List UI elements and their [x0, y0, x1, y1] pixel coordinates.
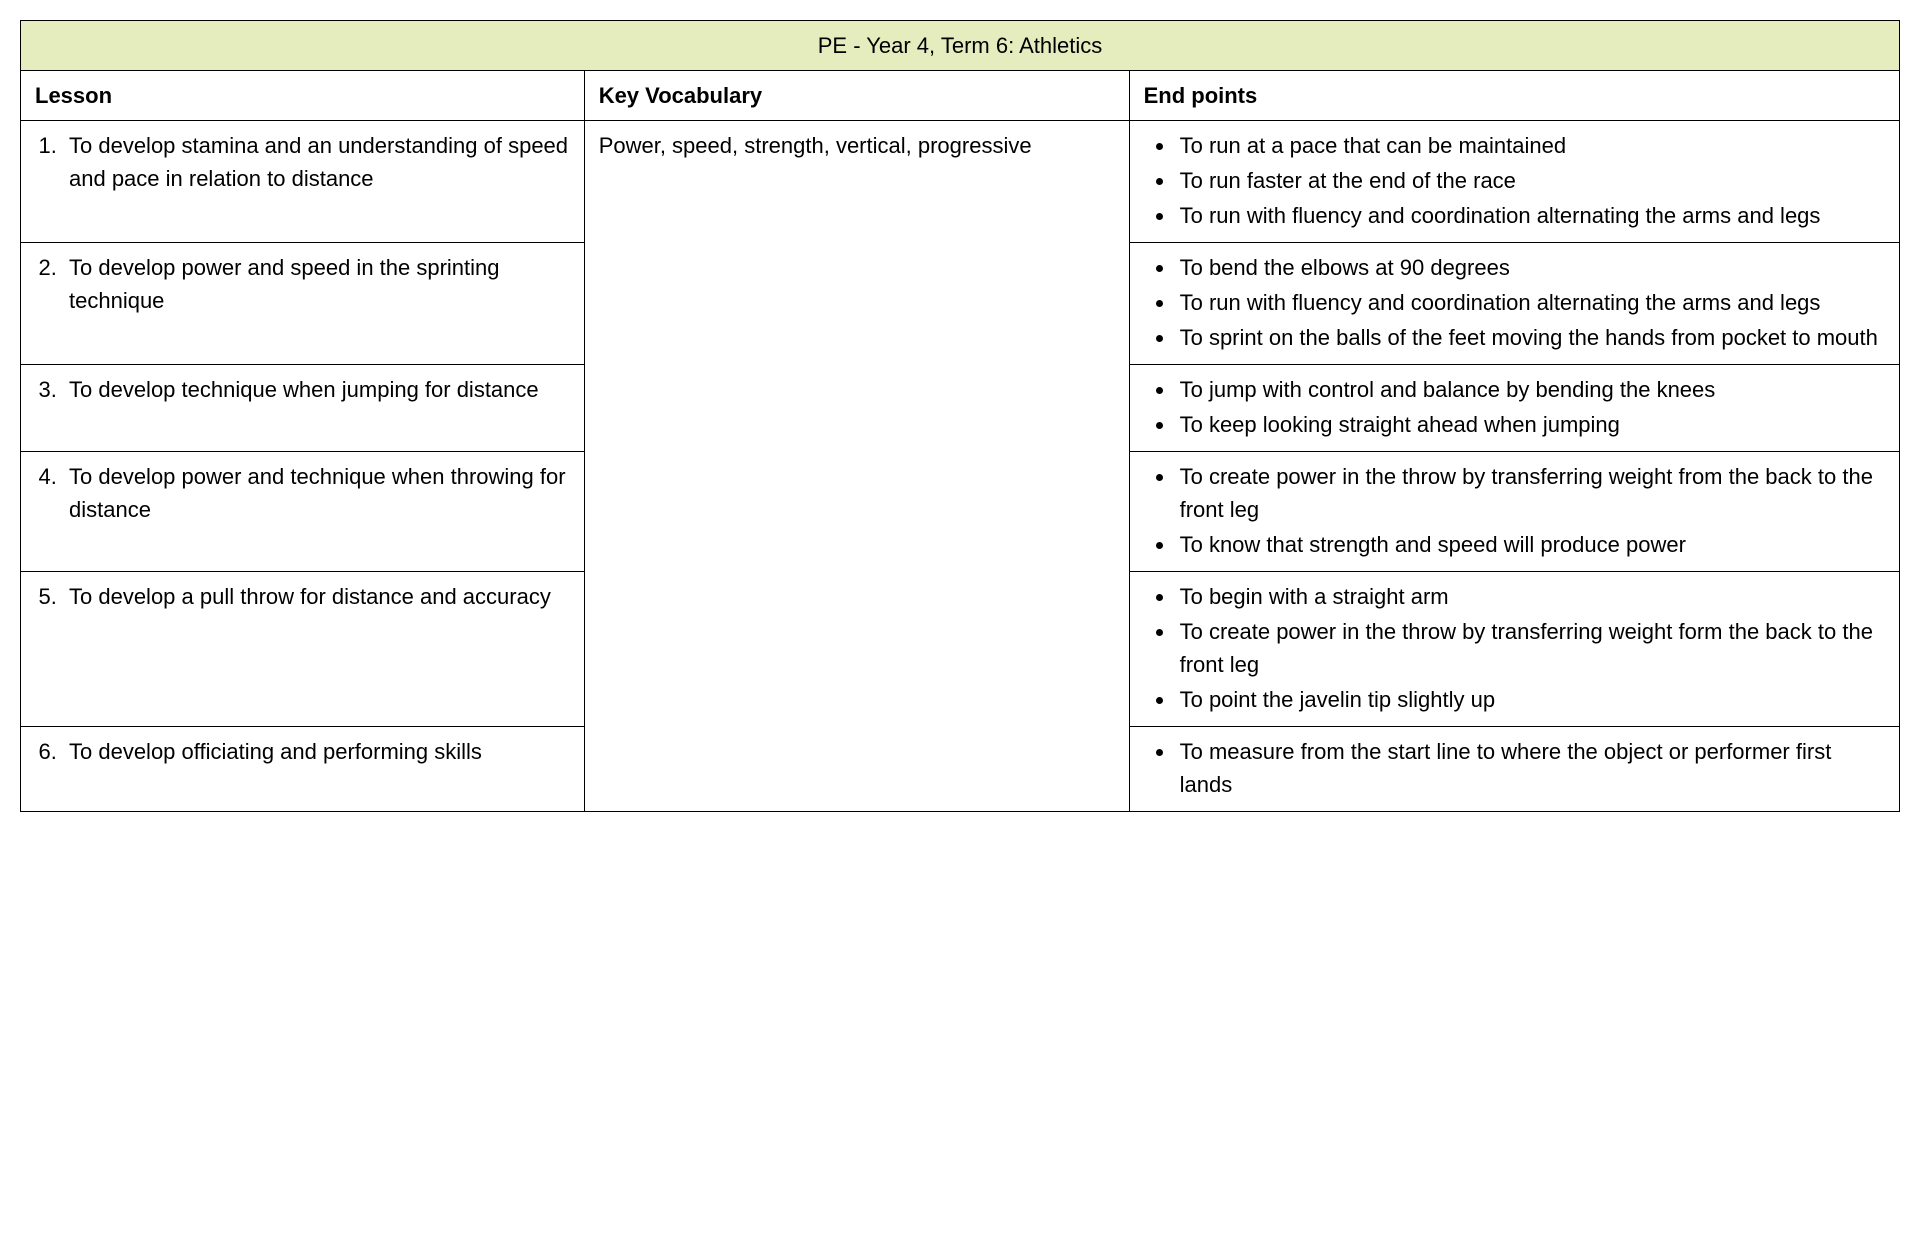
lesson-text: To develop power and technique when thro…	[63, 460, 570, 526]
lesson-cell: To develop power and speed in the sprint…	[21, 243, 585, 365]
lesson-list: To develop technique when jumping for di…	[35, 373, 570, 406]
table-row: To develop stamina and an understanding …	[21, 121, 1900, 243]
end-points-list: To measure from the start line to where …	[1144, 735, 1885, 801]
end-point-item: To point the javelin tip slightly up	[1176, 683, 1885, 716]
end-point-item: To begin with a straight arm	[1176, 580, 1885, 613]
lesson-text: To develop officiating and performing sk…	[63, 735, 570, 768]
end-point-item: To jump with control and balance by bend…	[1176, 373, 1885, 406]
lesson-list: To develop a pull throw for distance and…	[35, 580, 570, 613]
lesson-list: To develop officiating and performing sk…	[35, 735, 570, 768]
lesson-cell: To develop a pull throw for distance and…	[21, 572, 585, 727]
key-vocabulary-cell: Power, speed, strength, vertical, progre…	[584, 121, 1129, 812]
lesson-cell: To develop stamina and an understanding …	[21, 121, 585, 243]
end-point-item: To create power in the throw by transfer…	[1176, 460, 1885, 526]
lesson-text: To develop stamina and an understanding …	[63, 129, 570, 195]
column-header-endpoints: End points	[1129, 71, 1899, 121]
end-points-cell: To create power in the throw by transfer…	[1129, 452, 1899, 572]
lesson-text: To develop a pull throw for distance and…	[63, 580, 570, 613]
end-points-cell: To begin with a straight armTo create po…	[1129, 572, 1899, 727]
end-point-item: To run with fluency and coordination alt…	[1176, 199, 1885, 232]
end-points-list: To jump with control and balance by bend…	[1144, 373, 1885, 441]
lesson-list: To develop stamina and an understanding …	[35, 129, 570, 195]
lesson-list: To develop power and speed in the sprint…	[35, 251, 570, 317]
end-points-list: To begin with a straight armTo create po…	[1144, 580, 1885, 716]
end-points-cell: To bend the elbows at 90 degreesTo run w…	[1129, 243, 1899, 365]
end-point-item: To bend the elbows at 90 degrees	[1176, 251, 1885, 284]
end-points-cell: To run at a pace that can be maintainedT…	[1129, 121, 1899, 243]
end-point-item: To run faster at the end of the race	[1176, 164, 1885, 197]
end-points-list: To run at a pace that can be maintainedT…	[1144, 129, 1885, 232]
lesson-list: To develop power and technique when thro…	[35, 460, 570, 526]
end-point-item: To keep looking straight ahead when jump…	[1176, 408, 1885, 441]
end-point-item: To know that strength and speed will pro…	[1176, 528, 1885, 561]
end-point-item: To run at a pace that can be maintained	[1176, 129, 1885, 162]
end-point-item: To measure from the start line to where …	[1176, 735, 1885, 801]
lesson-text: To develop power and speed in the sprint…	[63, 251, 570, 317]
lesson-cell: To develop technique when jumping for di…	[21, 365, 585, 452]
end-points-list: To create power in the throw by transfer…	[1144, 460, 1885, 561]
column-header-vocabulary: Key Vocabulary	[584, 71, 1129, 121]
end-point-item: To run with fluency and coordination alt…	[1176, 286, 1885, 319]
end-points-cell: To jump with control and balance by bend…	[1129, 365, 1899, 452]
lesson-cell: To develop officiating and performing sk…	[21, 727, 585, 812]
column-header-lesson: Lesson	[21, 71, 585, 121]
end-points-cell: To measure from the start line to where …	[1129, 727, 1899, 812]
curriculum-table: PE - Year 4, Term 6: Athletics Lesson Ke…	[20, 20, 1900, 812]
end-points-list: To bend the elbows at 90 degreesTo run w…	[1144, 251, 1885, 354]
lesson-cell: To develop power and technique when thro…	[21, 452, 585, 572]
end-point-item: To create power in the throw by transfer…	[1176, 615, 1885, 681]
lesson-text: To develop technique when jumping for di…	[63, 373, 570, 406]
table-title: PE - Year 4, Term 6: Athletics	[21, 21, 1900, 71]
end-point-item: To sprint on the balls of the feet movin…	[1176, 321, 1885, 354]
